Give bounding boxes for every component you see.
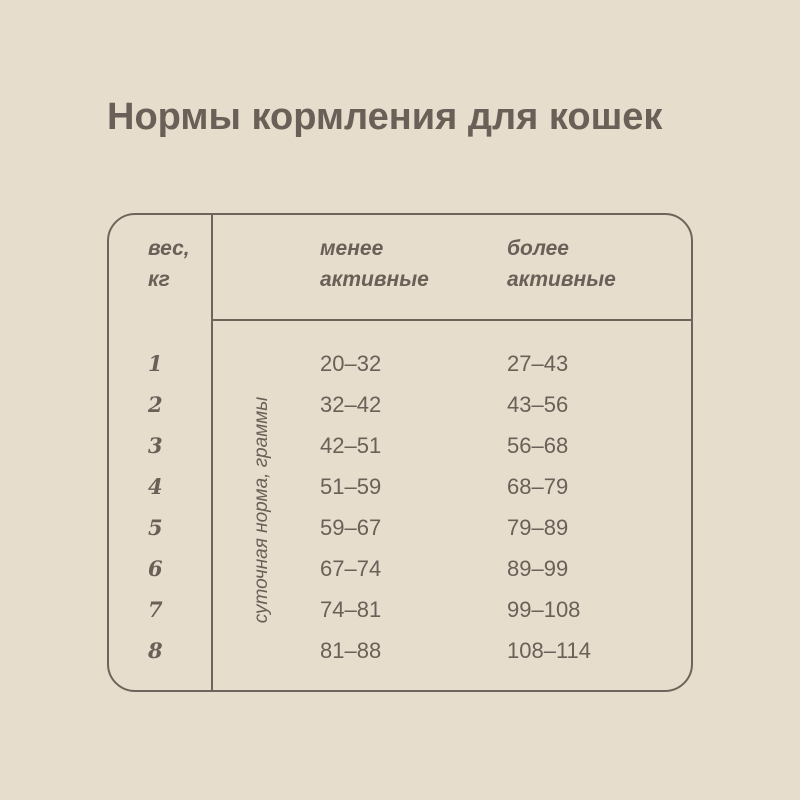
more-active-cell: 108–114 — [507, 638, 592, 663]
header-more-line2: активные — [507, 268, 616, 291]
header-less-active: менее активные — [320, 233, 429, 295]
more-active-cell: 56–68 — [507, 433, 569, 458]
weight-cell: 5 — [148, 515, 163, 540]
more-active-cell: 68–79 — [507, 474, 569, 499]
weight-cell: 6 — [148, 556, 163, 581]
page-title: Нормы кормления для кошек — [107, 96, 663, 138]
less-active-cell: 51–59 — [320, 474, 382, 499]
header-more-line1: более — [507, 237, 569, 260]
less-active-cell: 42–51 — [320, 433, 382, 458]
more-active-cell: 99–108 — [507, 597, 581, 622]
less-active-cell: 59–67 — [320, 515, 382, 540]
less-active-cell: 20–32 — [320, 351, 382, 376]
header-less-line2: активные — [320, 268, 429, 291]
side-label: суточная норма, граммы — [251, 396, 272, 624]
less-active-cell: 74–81 — [320, 597, 382, 622]
less-active-cell: 67–74 — [320, 556, 382, 581]
header-less-line1: менее — [320, 237, 384, 260]
more-active-cell: 43–56 — [507, 392, 569, 417]
weight-cell: 1 — [148, 351, 163, 376]
weight-cell: 7 — [148, 597, 163, 622]
weight-cell: 2 — [148, 392, 163, 417]
more-active-cell: 79–89 — [507, 515, 569, 540]
more-active-cell: 89–99 — [507, 556, 569, 581]
weight-cell: 8 — [148, 638, 163, 663]
table-frame — [107, 213, 693, 692]
less-active-cell: 81–88 — [320, 638, 382, 663]
header-more-active: более активные — [507, 233, 616, 295]
header-weight-line2: кг — [148, 268, 170, 291]
column-divider — [211, 213, 213, 692]
header-weight-line1: вес, — [148, 237, 190, 260]
weight-cell: 3 — [148, 433, 163, 458]
less-active-cell: 32–42 — [320, 392, 382, 417]
header-divider — [213, 319, 691, 321]
header-weight: вес, кг — [148, 233, 190, 295]
weight-cell: 4 — [148, 474, 163, 499]
more-active-cell: 27–43 — [507, 351, 569, 376]
